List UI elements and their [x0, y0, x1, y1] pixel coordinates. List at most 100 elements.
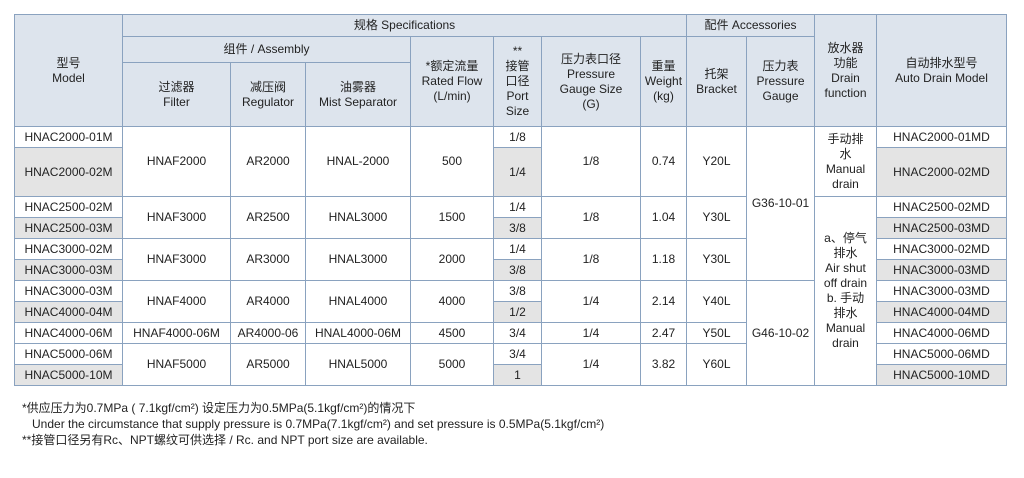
spec-cell: HNAF2000 — [122, 126, 231, 197]
cell-line: Manual — [825, 321, 866, 335]
header-cell: 配件 Accessories — [686, 14, 815, 37]
header-row: 型号 Model 规格 Specifications 配件 Accessories 放水… — [14, 14, 1007, 127]
cell-line: drain — [832, 176, 859, 191]
auto-drain-cell: HNAC3000-03MD — [876, 280, 1007, 302]
cell-line: 接管 — [505, 59, 530, 73]
cell-line: 型号 — [56, 55, 81, 70]
spec-cell: 3.82 — [640, 343, 687, 386]
header-cell: 组件 / Assembly — [122, 36, 411, 63]
cell-line: (G) — [582, 96, 600, 111]
port-cell: 1/4 — [493, 238, 542, 260]
spec-cell: 1/8 — [541, 196, 641, 239]
spec-cell: HNAL5000 — [305, 343, 411, 386]
spec-cell: HNAL4000-06M — [305, 322, 411, 344]
spec-cell: Y50L — [686, 322, 747, 344]
header-cell: 型号 Model — [14, 14, 123, 127]
header-cell: 油雾器 Mist Separator — [305, 62, 411, 127]
spec-cell: 1/8 — [541, 126, 641, 197]
cell-line: 托架 — [704, 66, 729, 81]
cell-line: *额定流量 — [425, 59, 479, 73]
table-row: HNAC3000-02M HNAF3000 AR3000 HNAL3000 2000 1/… — [14, 238, 1007, 281]
cell-line: 手动排 — [827, 131, 864, 146]
port-cell: 3/8 — [493, 259, 542, 281]
cell-line: Gauge Size — [559, 81, 623, 96]
header-cell: 压力表口径 Pressure Gauge Size (G) — [541, 36, 641, 127]
table-row: HNAC2000-01M HNAF2000 AR2000 HNAL-2000 500 1/… — [14, 126, 1007, 281]
table-row: HNAC2500-02M HNAF3000 AR2500 HNAL3000 1500 1/… — [14, 196, 1007, 386]
port-cell: 1/2 — [493, 301, 542, 323]
model-cell: HNAC2500-02M — [14, 196, 123, 218]
spec-cell: AR4000-06 — [230, 322, 306, 344]
spec-cell: AR2000 — [230, 126, 306, 197]
spec-cell: 2.14 — [640, 280, 687, 323]
cell-line: Mist Separator — [318, 94, 398, 109]
spec-cell: 1/4 — [541, 322, 641, 344]
spec-cell: HNAF4000 — [122, 280, 231, 323]
cell-line: Bracket — [696, 81, 737, 96]
spec-cell: 0.74 — [640, 126, 687, 197]
spec-cell: 5000 — [410, 343, 494, 386]
auto-drain-cell: HNAC2000-01MD — [876, 126, 1007, 148]
spec-cell: 4500 — [410, 322, 494, 344]
header-cell: *额定流量 Rated Flow (L/min) — [410, 36, 494, 127]
cell-line: ** — [512, 44, 523, 58]
spec-cell: HNAL3000 — [305, 196, 411, 239]
table-row: HNAC5000-10M 1 HNAC5000-10MD — [14, 364, 1007, 386]
spec-cell: AR4000 — [230, 280, 306, 323]
cell-line: Size — [505, 104, 530, 118]
model-cell: HNAC3000-03M — [14, 280, 123, 302]
auto-drain-cell: HNAC3000-03MD — [876, 259, 1007, 281]
spec-cell: AR3000 — [230, 238, 306, 281]
port-cell: 1/4 — [493, 147, 542, 197]
spec-cell: 2000 — [410, 238, 494, 281]
port-cell: 1/8 — [493, 126, 542, 148]
spec-cell: 1/4 — [541, 280, 641, 323]
cell-line: off drain — [823, 276, 868, 290]
table-body: HNAC2000-01M HNAF2000 AR2000 HNAL-2000 500 1/… — [14, 126, 1007, 386]
spec-cell: 500 — [410, 126, 494, 197]
cell-line: drain — [832, 336, 859, 350]
header-row: 过滤器 Filter 减压阀 Regulator 油雾器 Mist Separator — [15, 62, 1007, 127]
auto-drain-cell: HNAC4000-04MD — [876, 301, 1007, 323]
table-row: HNAC2500-03M 3/8 HNAC2500-03MD — [14, 217, 1007, 239]
port-cell: 3/8 — [493, 280, 542, 302]
spec-cell: Y20L — [686, 126, 747, 197]
header-cell: 自动排水型号 Auto Drain Model — [876, 14, 1007, 127]
cell-line: Pressure — [566, 66, 616, 81]
auto-drain-cell: HNAC5000-10MD — [876, 364, 1007, 386]
cell-line: Rated Flow — [421, 74, 483, 88]
model-cell: HNAC2000-01M — [14, 126, 123, 148]
drain-cell: a、停气 排水 Air shut off drain b. 手动 排水 Manual drai… — [814, 196, 877, 386]
header-cell: 压力表 Pressure Gauge — [746, 36, 815, 127]
auto-drain-cell: HNAC2500-03MD — [876, 217, 1007, 239]
cell-line: 排水 — [833, 306, 858, 320]
cell-line: Filter — [163, 94, 190, 109]
table-row: HNAC5000-06M HNAF5000 AR5000 HNAL5000 5000 3/… — [14, 343, 1007, 386]
model-cell: HNAC5000-10M — [14, 364, 123, 386]
spec-cell: 2.47 — [640, 322, 687, 344]
spec-cell: HNAL4000 — [305, 280, 411, 323]
auto-drain-cell: HNAC2500-02MD — [876, 196, 1007, 218]
spec-cell: HNAF3000 — [122, 238, 231, 281]
cell-line: Gauge — [762, 89, 799, 103]
auto-drain-cell: HNAC4000-06MD — [876, 322, 1007, 344]
model-cell: HNAC2500-03M — [14, 217, 123, 239]
table-header: 型号 Model 规格 Specifications 配件 Accessories 放水… — [14, 14, 1007, 127]
model-cell: HNAC2000-02M — [14, 147, 123, 197]
spec-cell: Y60L — [686, 343, 747, 386]
spec-cell: 1/8 — [541, 238, 641, 281]
gauge-cell: G36-10-01 — [746, 126, 815, 281]
spec-cell: AR2500 — [230, 196, 306, 239]
cell-line: 减压阀 — [249, 79, 286, 94]
header-cell: ** 接管 口径 Port Size — [493, 36, 542, 127]
spec-table: 型号 Model 规格 Specifications 配件 Accessories 放水… — [14, 14, 1007, 386]
spec-cell: 1500 — [410, 196, 494, 239]
model-cell: HNAC3000-03M — [14, 259, 123, 281]
cell-line: Weight — [644, 74, 683, 88]
spec-table-wrap: 型号 Model 规格 Specifications 配件 Accessories 放水… — [14, 14, 1007, 386]
header-cell: 放水器 功能 Drain function — [814, 14, 877, 127]
spec-cell: HNAF5000 — [122, 343, 231, 386]
table-row: HNAC3000-03M HNAF4000 AR4000 HNAL4000 4000 3/… — [14, 280, 1007, 386]
spec-cell: 1.18 — [640, 238, 687, 281]
